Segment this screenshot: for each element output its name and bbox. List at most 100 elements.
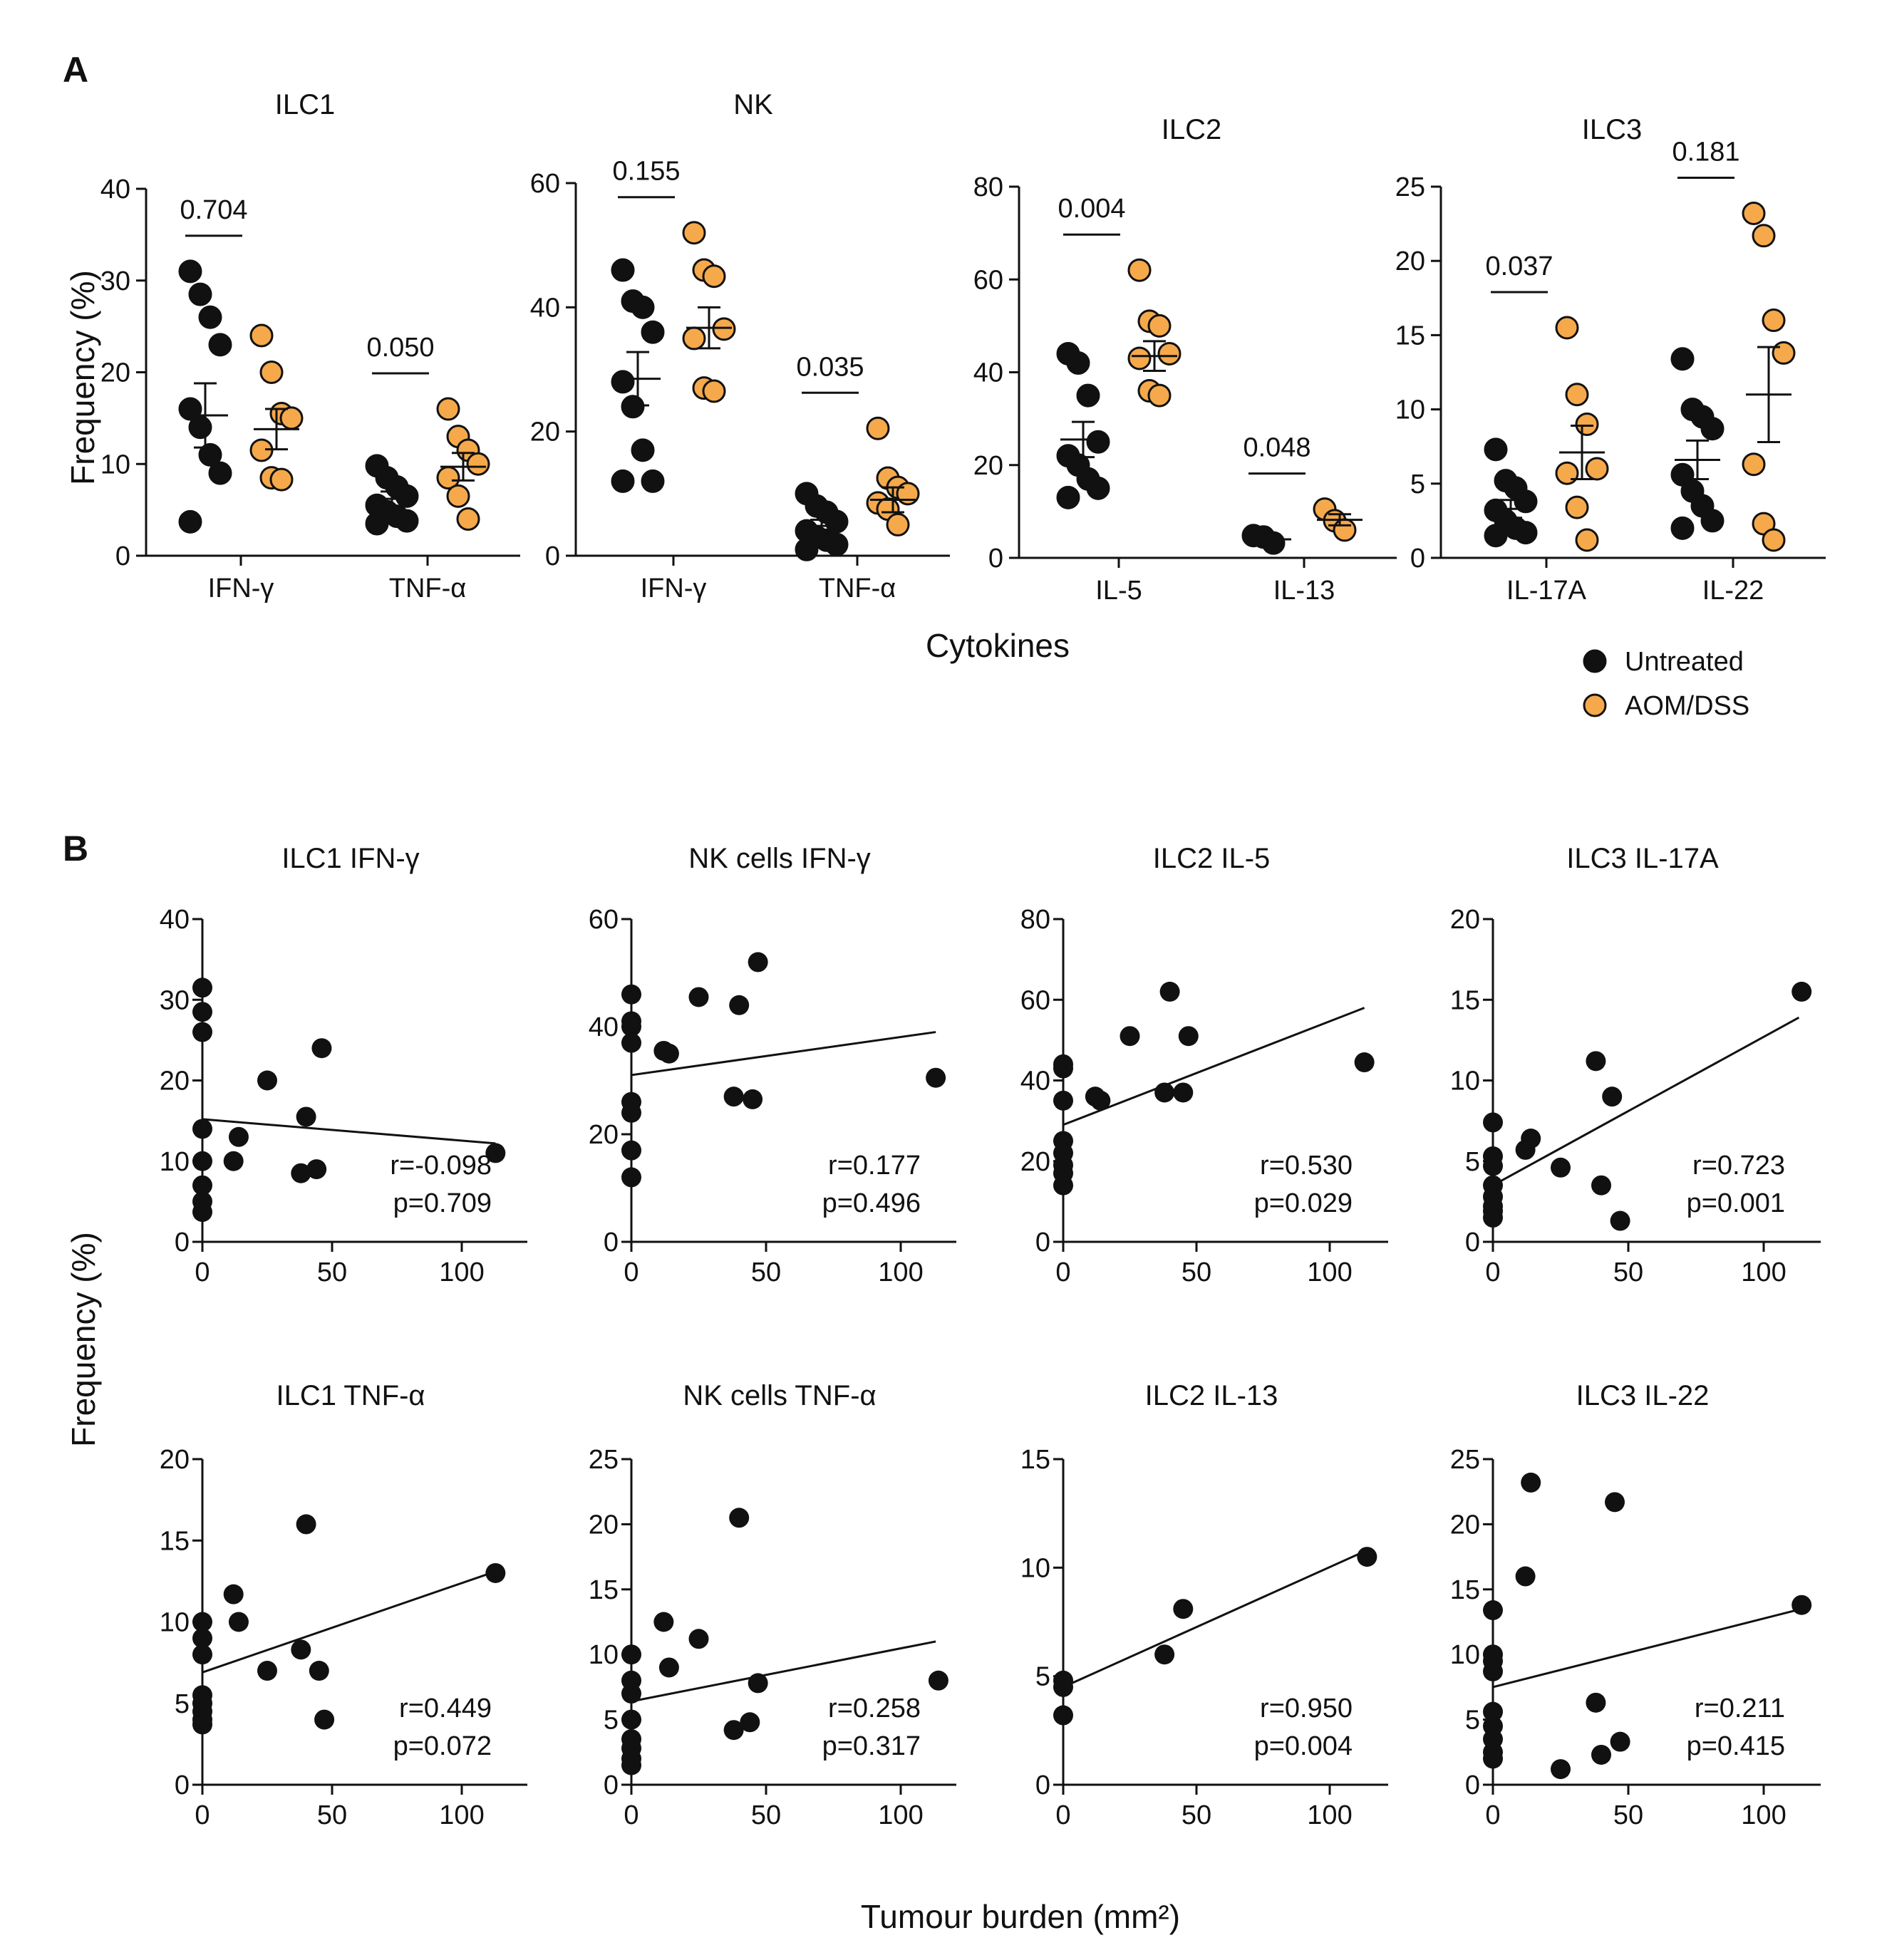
data-point (621, 984, 641, 1005)
legend-untreated-label: Untreated (1625, 647, 1744, 677)
data-point (658, 1657, 679, 1678)
aomdss-point (1762, 528, 1786, 552)
aomdss-point (1752, 224, 1776, 248)
data-point (291, 1639, 311, 1660)
data-point (748, 952, 768, 973)
y-tick-label: 10 (1020, 1553, 1050, 1583)
p-value-label: 0.048 (1243, 433, 1310, 463)
y-tick-label: 20 (1395, 247, 1425, 276)
y-tick-label: 0 (1410, 544, 1425, 574)
y-tick-label: 20 (1020, 1147, 1050, 1177)
aomdss-point (1772, 341, 1796, 365)
y-tick-label: 40 (530, 293, 560, 323)
x-tick-label: 100 (1307, 1258, 1352, 1287)
data-point (1610, 1731, 1630, 1752)
data-point (257, 1070, 277, 1091)
data-point (1483, 1748, 1503, 1769)
data-point (621, 1032, 641, 1053)
untreated-point (631, 438, 655, 462)
untreated-point (1076, 383, 1100, 408)
r-value-label: r=0.211 (1695, 1694, 1785, 1723)
panel-b-letter: B (63, 829, 88, 868)
data-point (192, 1175, 212, 1196)
untreated-point (1086, 476, 1110, 500)
y-tick-label: 0 (1465, 1228, 1480, 1258)
y-tick-label: 0 (115, 541, 130, 571)
y-tick-label: 20 (160, 1067, 190, 1096)
data-point (748, 1673, 768, 1694)
x-tick-label: 50 (751, 1258, 781, 1287)
aomdss-point (1157, 341, 1182, 365)
panel-b-y-axis-title: Frequency (%) (65, 1232, 102, 1447)
untreated-point (208, 333, 232, 357)
y-tick-label: 0 (604, 1770, 619, 1800)
data-point (1586, 1692, 1606, 1713)
data-point (1605, 1492, 1625, 1513)
data-point (658, 1043, 679, 1064)
data-point (1483, 1701, 1503, 1722)
y-tick-label: 20 (589, 1120, 619, 1150)
r-value-label: r=0.530 (1260, 1151, 1353, 1181)
x-tick-label: 50 (317, 1258, 347, 1287)
y-tick-label: 0 (988, 544, 1003, 574)
untreated-point (611, 370, 635, 394)
p-value-label: p=0.001 (1687, 1188, 1785, 1218)
p-value-label: 0.037 (1485, 252, 1553, 281)
y-tick-label: 40 (160, 905, 190, 935)
x-tick-label: 100 (878, 1258, 923, 1287)
y-tick-label: 0 (1035, 1770, 1050, 1800)
legend: Untreated AOM/DSS (1583, 647, 1749, 721)
data-point (926, 1067, 946, 1088)
y-tick-label: 30 (100, 266, 130, 296)
untreated-point (1700, 417, 1725, 441)
chart-title: NK (733, 89, 773, 120)
y-tick-label: 80 (1020, 905, 1050, 935)
aomdss-point (896, 482, 920, 506)
data-point (192, 978, 212, 998)
untreated-point (1514, 489, 1538, 514)
data-point (1483, 1112, 1503, 1133)
aomdss-point (1762, 308, 1786, 333)
y-tick-label: 10 (589, 1640, 619, 1670)
aomdss-point (1333, 518, 1357, 542)
x-tick-label: 0 (1485, 1800, 1500, 1830)
y-tick-label: 15 (589, 1575, 619, 1605)
data-point (1053, 1175, 1073, 1196)
y-tick-label: 15 (1450, 1575, 1480, 1605)
data-point (192, 1151, 212, 1171)
y-tick-label: 15 (1020, 1445, 1050, 1475)
y-tick-label: 15 (1450, 985, 1480, 1015)
x-tick-label: TNF-α (389, 574, 467, 603)
untreated-point (795, 537, 819, 561)
panel-a-x-axis-title: Cytokines (926, 627, 1070, 664)
data-point (740, 1712, 760, 1733)
data-point (1159, 981, 1180, 1002)
data-point (1602, 1087, 1623, 1107)
chart-title: ILC2 IL-13 (1145, 1380, 1278, 1411)
y-tick-label: 10 (1450, 1067, 1480, 1096)
data-point (291, 1163, 311, 1183)
data-point (1610, 1210, 1630, 1231)
y-tick-label: 40 (1020, 1067, 1050, 1096)
aomdss-point (279, 406, 304, 430)
aomdss-point (1555, 316, 1579, 340)
x-tick-label: 100 (1307, 1800, 1352, 1830)
y-tick-label: 60 (1020, 985, 1050, 1015)
dot-plot-ilc3: ILC3 0 5 10 15 20 25 IL-17A 0.037 IL-22 0.181 (1395, 114, 1826, 606)
data-point (621, 1644, 641, 1665)
x-tick-label: TNF-α (819, 574, 896, 603)
y-tick-label: 0 (545, 541, 560, 571)
data-point (228, 1612, 249, 1632)
x-tick-label: IFN-γ (208, 574, 274, 603)
x-tick-label: 50 (1182, 1258, 1211, 1287)
untreated-point (621, 395, 645, 419)
untreated-point (611, 258, 635, 282)
p-value-label: p=0.415 (1687, 1731, 1785, 1761)
x-tick-label: 50 (1613, 1258, 1643, 1287)
untreated-point (395, 509, 419, 533)
untreated-point (178, 509, 202, 534)
r-value-label: r=0.950 (1260, 1694, 1353, 1723)
aomdss-point (1127, 258, 1152, 282)
p-value-label: p=0.029 (1254, 1188, 1353, 1218)
x-tick-label: 0 (624, 1258, 638, 1287)
